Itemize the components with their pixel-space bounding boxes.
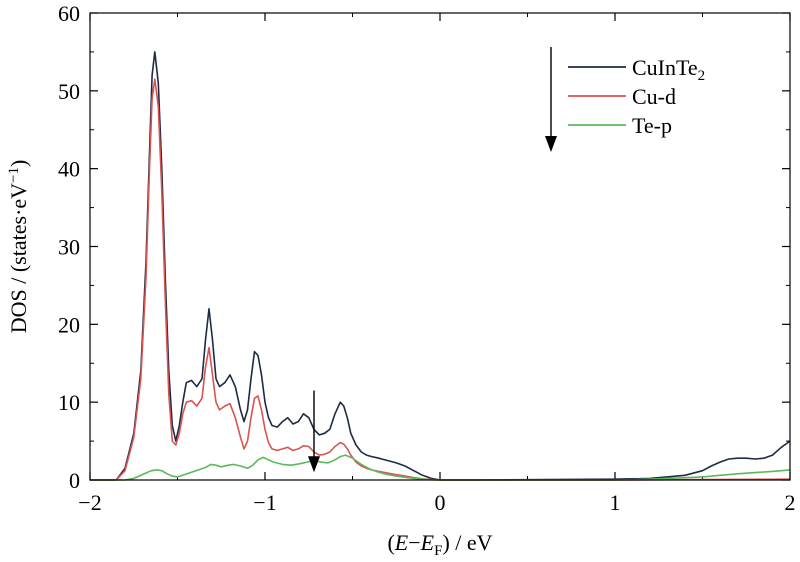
- x-tick-label: 1: [610, 490, 621, 515]
- y-tick-label: 20: [58, 312, 80, 337]
- series-lines: [90, 51, 791, 481]
- plot-frame: [89, 12, 791, 481]
- x-tick-label: −1: [253, 490, 276, 515]
- y-tick-label: 40: [58, 157, 80, 182]
- series-line-cuinte-: [90, 51, 791, 481]
- x-tick-labels: −2 −1 0 1 2: [78, 490, 795, 515]
- annotation-arrows: [308, 390, 320, 473]
- legend-arrow-head: [545, 136, 557, 152]
- legend-label: Cu-d: [632, 84, 676, 109]
- y-tick-label: 0: [69, 468, 80, 493]
- y-tick-label: 50: [58, 79, 80, 104]
- y-tick-label: 30: [58, 235, 80, 260]
- series-line-cu-d: [90, 78, 791, 481]
- x-tick-label: 2: [785, 490, 796, 515]
- x-tick-label: 0: [435, 490, 446, 515]
- y-tick-label: 10: [58, 390, 80, 415]
- y-tick-label: 60: [58, 1, 80, 26]
- x-tick-label: −2: [78, 490, 101, 515]
- x-axis-title: (E−EF) / eV: [387, 530, 492, 559]
- y-tick-labels: 0 10 20 30 40 50 60: [58, 1, 80, 493]
- legend-label: Te-p: [632, 113, 672, 138]
- axis-ticks: [89, 12, 791, 481]
- y-axis-title: DOS / (states·eV−1): [6, 160, 31, 334]
- legend-label: CuInTe2: [632, 55, 705, 84]
- annotation-arrow-head: [308, 456, 320, 473]
